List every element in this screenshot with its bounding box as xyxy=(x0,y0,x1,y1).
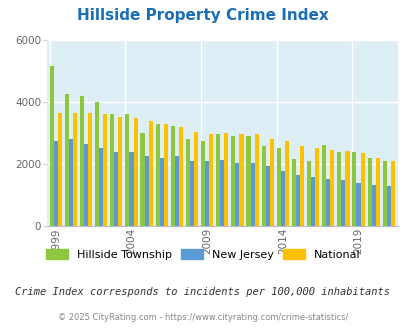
Bar xyxy=(235,163,239,226)
Bar xyxy=(330,149,334,226)
Bar xyxy=(53,141,58,226)
Bar xyxy=(224,133,228,226)
Bar xyxy=(284,141,288,226)
Bar xyxy=(99,148,103,226)
Bar xyxy=(250,163,254,226)
Bar xyxy=(265,166,269,226)
Bar xyxy=(205,161,209,226)
Bar xyxy=(49,66,53,226)
Bar xyxy=(155,124,159,226)
Bar xyxy=(390,161,394,226)
Bar xyxy=(386,186,390,226)
Bar xyxy=(114,152,118,226)
Bar xyxy=(356,183,360,226)
Bar xyxy=(345,150,349,226)
Bar xyxy=(118,117,122,226)
Bar xyxy=(159,158,163,226)
Bar xyxy=(148,121,152,226)
Bar xyxy=(103,115,107,226)
Bar xyxy=(371,185,375,226)
Bar xyxy=(200,141,205,226)
Bar xyxy=(209,134,213,226)
Bar xyxy=(84,144,88,226)
Bar xyxy=(382,161,386,226)
Bar xyxy=(360,153,364,226)
Bar xyxy=(215,134,220,226)
Text: Hillside Property Crime Index: Hillside Property Crime Index xyxy=(77,8,328,23)
Bar xyxy=(321,145,325,226)
Bar xyxy=(254,134,258,226)
Bar xyxy=(175,156,179,226)
Bar xyxy=(299,146,303,226)
Bar xyxy=(125,114,129,226)
Bar xyxy=(129,152,133,226)
Bar xyxy=(190,161,194,226)
Bar xyxy=(341,180,345,226)
Bar xyxy=(163,124,167,226)
Bar xyxy=(58,113,62,226)
Bar xyxy=(133,118,137,226)
Bar xyxy=(367,158,371,226)
Bar xyxy=(80,96,84,226)
Bar xyxy=(375,158,379,226)
Bar xyxy=(144,156,148,226)
Bar xyxy=(295,175,299,226)
Bar xyxy=(246,136,250,226)
Bar xyxy=(110,114,114,226)
Bar xyxy=(179,127,183,226)
Bar xyxy=(261,146,265,226)
Bar xyxy=(239,134,243,226)
Bar xyxy=(88,113,92,226)
Bar xyxy=(65,94,69,226)
Bar xyxy=(325,179,330,226)
Bar xyxy=(220,159,224,226)
Bar xyxy=(140,133,144,226)
Legend: Hillside Township, New Jersey, National: Hillside Township, New Jersey, National xyxy=(46,249,359,260)
Bar xyxy=(171,126,175,226)
Bar xyxy=(194,132,198,226)
Bar xyxy=(352,152,356,226)
Bar xyxy=(276,148,280,226)
Bar xyxy=(306,161,310,226)
Bar xyxy=(231,136,235,226)
Bar xyxy=(280,171,284,226)
Bar xyxy=(95,102,99,226)
Bar xyxy=(314,148,318,226)
Bar xyxy=(337,152,341,226)
Text: © 2025 CityRating.com - https://www.cityrating.com/crime-statistics/: © 2025 CityRating.com - https://www.city… xyxy=(58,313,347,322)
Bar xyxy=(73,113,77,226)
Bar xyxy=(310,177,314,226)
Text: Crime Index corresponds to incidents per 100,000 inhabitants: Crime Index corresponds to incidents per… xyxy=(15,287,390,297)
Bar xyxy=(69,139,73,226)
Bar xyxy=(269,139,273,226)
Bar xyxy=(291,159,295,226)
Bar xyxy=(185,139,190,226)
